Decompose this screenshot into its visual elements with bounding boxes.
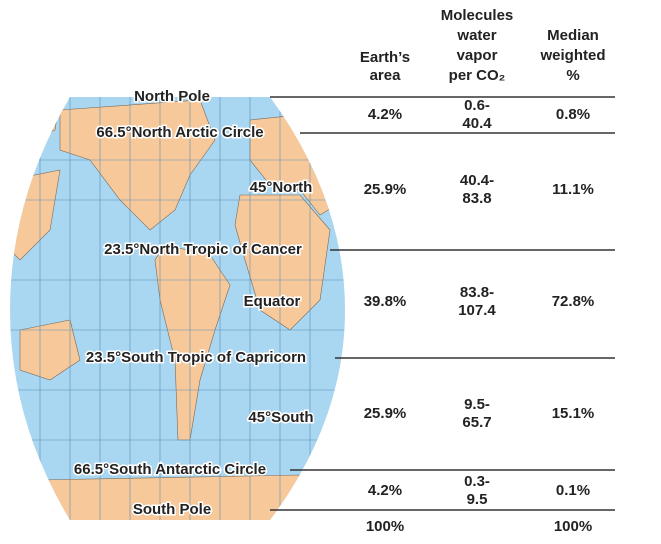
latitude-label: 23.5°South Tropic of Capricorn [86, 349, 306, 366]
molecules-cell: 83.8 [462, 190, 491, 207]
molecules-cell: 40.4 [462, 115, 492, 132]
molecules-cell: 0.3- [464, 473, 490, 490]
molecules-cell: 9.5 [467, 491, 488, 508]
table: 100% 100% 4.2%0.6-40.40.8%25.9%40.4-83.8… [364, 97, 595, 535]
headers: Earth’s area Molecules water vapor per C… [360, 7, 606, 84]
median-cell: 15.1% [552, 405, 595, 422]
molecules-cell: 83.8- [460, 284, 494, 301]
header: area [370, 67, 402, 84]
world-map [10, 97, 345, 520]
molecules-cell: 40.4- [460, 172, 494, 189]
median-cell: 11.1% [552, 181, 594, 198]
latitude-label: 66.5°North Arctic Circle [96, 124, 263, 141]
header: vapor [457, 47, 498, 64]
header: % [566, 67, 579, 84]
molecules-cell: 9.5- [464, 396, 490, 413]
latitude-label: 66.5°South Antarctic Circle [74, 461, 266, 478]
total: 100% [554, 518, 592, 535]
latitude-label: Equator [244, 293, 301, 310]
area-cell: 25.9% [364, 405, 407, 422]
molecules-cell: 0.6- [464, 97, 490, 114]
latitude-label: South Pole [133, 501, 211, 518]
area-cell: 39.8% [364, 293, 407, 310]
area-cell: 25.9% [364, 181, 407, 198]
header: Earth’s [360, 49, 410, 66]
latitude-labels: North Pole 66.5°North Arctic Circle 45°N… [72, 86, 315, 519]
latitude-label: North Pole [134, 88, 210, 105]
latitude-label: 23.5°North Tropic of Cancer [104, 241, 302, 258]
molecules-cell: 107.4 [458, 302, 496, 319]
header: Molecules [441, 7, 514, 24]
total: 100% [366, 518, 404, 535]
latitude-label: 45°South [248, 409, 313, 426]
header: Median [547, 27, 599, 44]
rules [270, 96, 615, 511]
header: water [456, 27, 496, 44]
area-cell: 4.2% [368, 482, 402, 499]
median-cell: 72.8% [552, 293, 595, 310]
median-cell: 0.1% [556, 482, 590, 499]
median-cell: 0.8% [556, 106, 590, 123]
header: weighted [539, 47, 605, 64]
latitude-label: 45°North [250, 179, 313, 196]
area-cell: 4.2% [368, 106, 402, 123]
header: per CO₂ [449, 67, 506, 84]
molecules-cell: 65.7 [462, 414, 491, 431]
